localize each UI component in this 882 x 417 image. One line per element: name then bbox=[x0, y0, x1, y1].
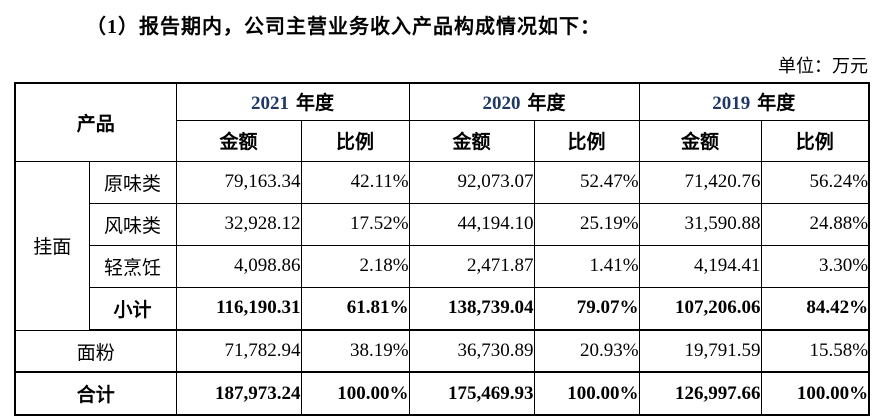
ratio-cell: 20.93% bbox=[533, 329, 640, 373]
year-header-2020: 2020 年度 bbox=[408, 82, 640, 121]
year-header-2019: 2019 年度 bbox=[638, 82, 870, 121]
year-number: 2020 bbox=[482, 93, 521, 115]
amount-cell: 31,590.88 bbox=[638, 202, 762, 246]
amount-header-2019: 金额 bbox=[638, 119, 762, 162]
amount-cell: 4,098.86 bbox=[175, 244, 302, 288]
amount-cell: 4,194.41 bbox=[638, 244, 762, 288]
ratio-cell: 24.88% bbox=[760, 202, 870, 246]
ratio-cell: 2.18% bbox=[300, 244, 410, 288]
unit-note: 单位：万元 bbox=[778, 56, 868, 76]
ratio-cell: 42.11% bbox=[300, 160, 410, 204]
product-group-cell: 挂面 bbox=[14, 160, 90, 331]
ratio-cell: 100.00% bbox=[760, 371, 870, 416]
amount-cell: 116,190.31 bbox=[175, 286, 302, 331]
amount-cell: 92,073.07 bbox=[408, 160, 535, 204]
total-label-cell: 合计 bbox=[14, 371, 177, 416]
ratio-cell: 15.58% bbox=[760, 329, 870, 373]
ratio-cell: 84.42% bbox=[760, 286, 870, 331]
year-header-2021: 2021 年度 bbox=[175, 82, 410, 121]
table-row-subtotal: 小计 116,190.31 61.81% 138,739.04 79.07% 1… bbox=[15, 286, 870, 331]
year-number: 2021 bbox=[251, 93, 290, 115]
year-suffix: 年度 bbox=[527, 93, 566, 115]
ratio-header-2019: 比例 bbox=[760, 119, 870, 162]
ratio-cell: 61.81% bbox=[300, 286, 410, 331]
amount-cell: 187,973.24 bbox=[175, 371, 302, 416]
amount-header-2021: 金额 bbox=[175, 119, 302, 162]
ratio-cell: 25.19% bbox=[533, 202, 640, 246]
product-header-cell: 产品 bbox=[14, 82, 177, 162]
amount-cell: 175,469.93 bbox=[408, 371, 535, 416]
revenue-composition-table: 产品 2021 年度 2020 年度 2019 年度 金额 比例 金额 比例 金额 比… bbox=[14, 82, 871, 416]
table-row-total: 合计 187,973.24 100.00% 175,469.93 100.00%… bbox=[14, 371, 870, 416]
ratio-cell: 38.19% bbox=[300, 329, 410, 373]
table-row-original-flavor: 挂面 原味类 79,163.34 42.11% 92,073.07 52.47%… bbox=[14, 160, 870, 331]
subtotal-label-cell: 小计 bbox=[88, 286, 177, 331]
ratio-cell: 3.30% bbox=[760, 244, 870, 288]
ratio-cell: 56.24% bbox=[760, 160, 870, 204]
table-row-seasoned-flavor: 风味类 32,928.12 17.52% 44,194.10 25.19% 31… bbox=[15, 202, 870, 246]
year-number: 2019 bbox=[712, 93, 751, 115]
amount-cell: 126,997.66 bbox=[638, 371, 762, 416]
amount-cell: 107,206.06 bbox=[638, 286, 762, 331]
ratio-header-2021: 比例 bbox=[300, 119, 410, 162]
year-suffix: 年度 bbox=[296, 93, 335, 115]
amount-header-2020: 金额 bbox=[408, 119, 535, 162]
page-title: （1）报告期内，公司主营业务收入产品构成情况如下： bbox=[86, 16, 601, 38]
product-sub-cell: 原味类 bbox=[88, 160, 177, 204]
table-row-light-cooking: 轻烹饪 4,098.86 2.18% 2,471.87 1.41% 4,194.… bbox=[15, 244, 870, 288]
ratio-cell: 17.52% bbox=[300, 202, 410, 246]
year-suffix: 年度 bbox=[757, 93, 796, 115]
ratio-cell: 52.47% bbox=[533, 160, 640, 204]
amount-cell: 71,420.76 bbox=[638, 160, 762, 204]
ratio-header-2020: 比例 bbox=[533, 119, 640, 162]
amount-cell: 2,471.87 bbox=[408, 244, 535, 288]
amount-cell: 79,163.34 bbox=[175, 160, 302, 204]
amount-cell: 44,194.10 bbox=[408, 202, 535, 246]
ratio-cell: 100.00% bbox=[533, 371, 640, 416]
product-sub-cell: 轻烹饪 bbox=[88, 244, 177, 288]
product-group-cell: 面粉 bbox=[14, 329, 177, 373]
ratio-cell: 79.07% bbox=[533, 286, 640, 331]
amount-cell: 138,739.04 bbox=[408, 286, 535, 331]
amount-cell: 32,928.12 bbox=[175, 202, 302, 246]
product-sub-cell: 风味类 bbox=[88, 202, 177, 246]
amount-cell: 71,782.94 bbox=[175, 329, 302, 373]
table-row-flour: 面粉 71,782.94 38.19% 36,730.89 20.93% 19,… bbox=[14, 329, 870, 373]
amount-cell: 19,791.59 bbox=[638, 329, 762, 373]
ratio-cell: 1.41% bbox=[533, 244, 640, 288]
amount-cell: 36,730.89 bbox=[408, 329, 535, 373]
ratio-cell: 100.00% bbox=[300, 371, 410, 416]
